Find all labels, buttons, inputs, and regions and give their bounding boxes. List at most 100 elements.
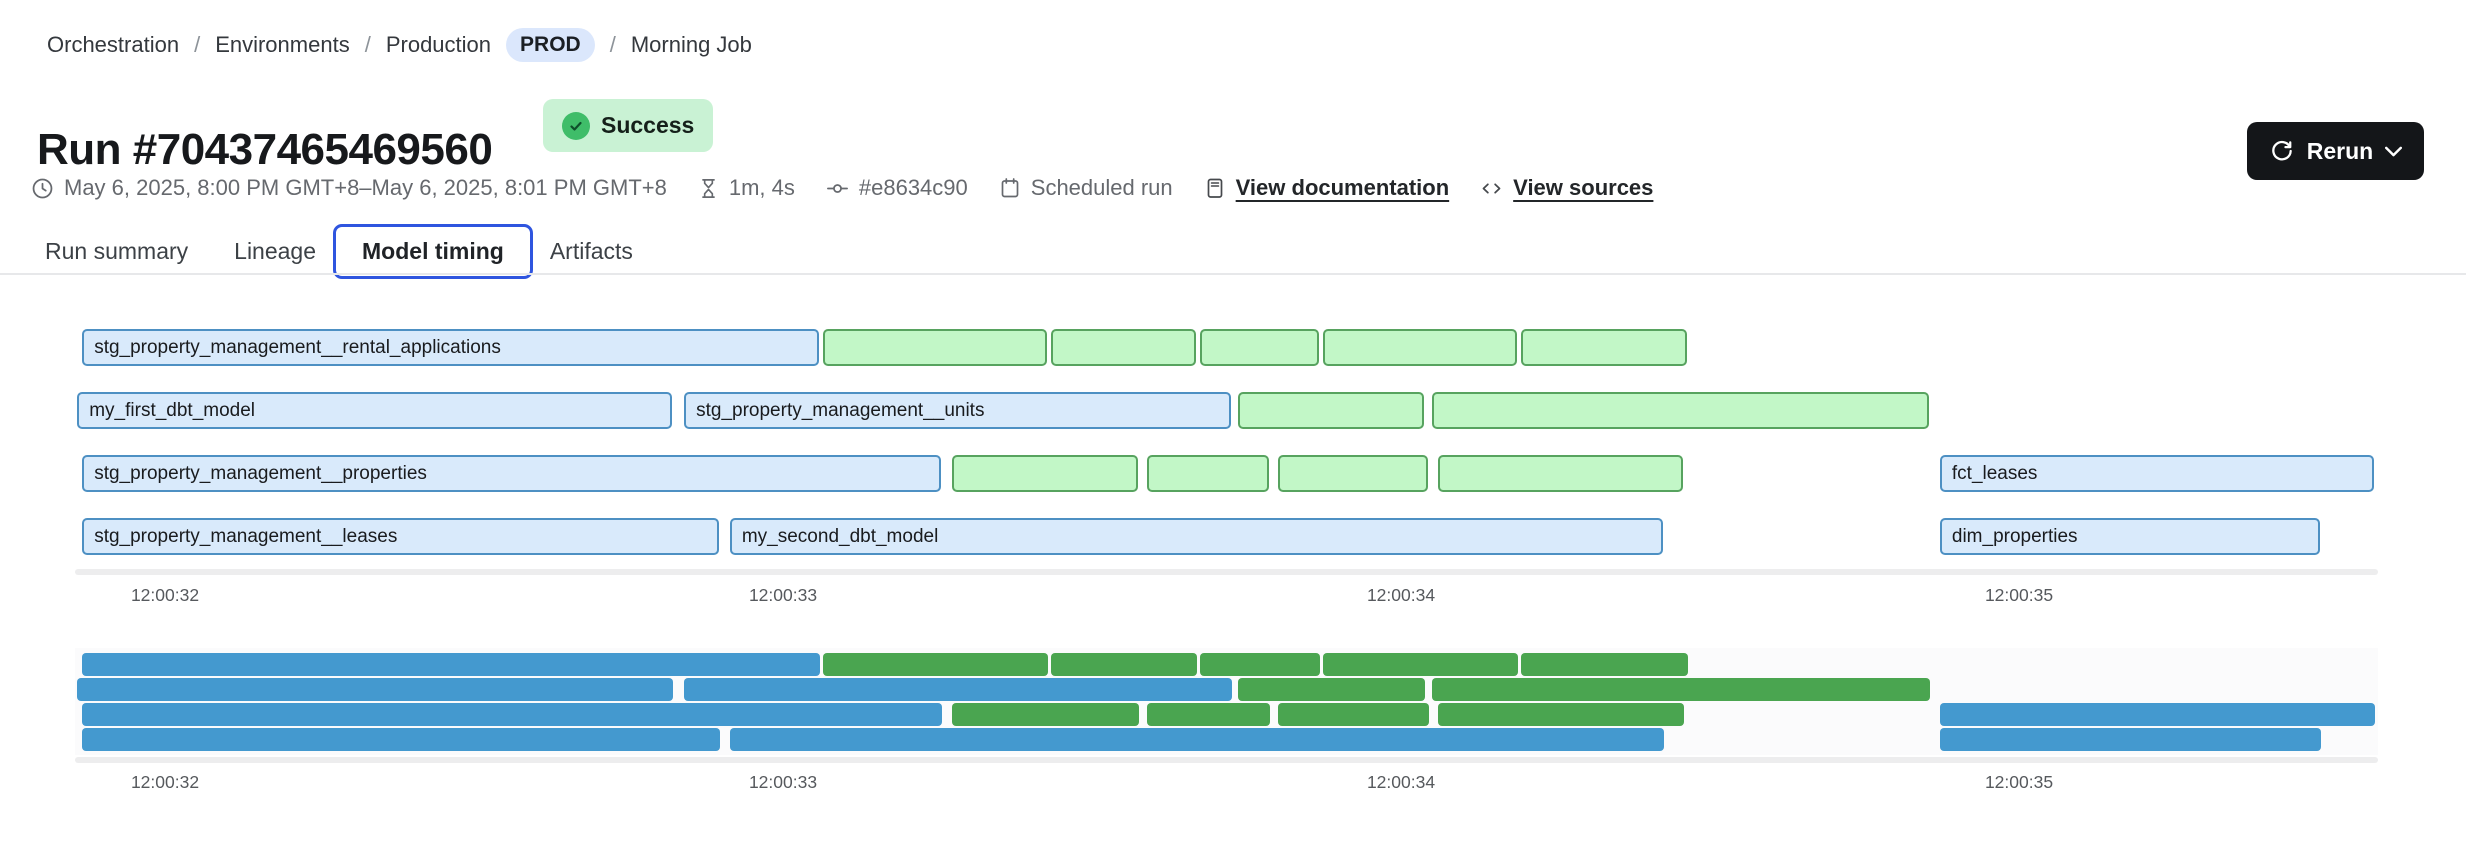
gantt-bar[interactable] (1438, 455, 1684, 492)
gantt-bar-stg_property_management__units[interactable]: stg_property_management__units (684, 392, 1231, 429)
minimap-bar[interactable] (1323, 653, 1518, 676)
code-icon (1482, 182, 1501, 194)
prod-environment-badge: PROD (506, 28, 595, 62)
gantt-bar-stg_property_management__leases[interactable]: stg_property_management__leases (82, 518, 720, 555)
gantt-bar-stg_property_management__rental_applications[interactable]: stg_property_management__rental_applicat… (82, 329, 820, 366)
gantt-bar-label: stg_property_management__leases (94, 525, 398, 547)
gantt-bar[interactable] (1200, 329, 1320, 366)
tab-bar: Run summary Lineage Model timing Artifac… (16, 224, 650, 279)
axis-tick-label: 12:00:32 (130, 772, 200, 792)
status-badge-label: Success (601, 112, 695, 138)
minimap-bar[interactable] (1147, 703, 1271, 726)
minimap-bar[interactable] (1939, 728, 2322, 751)
minimap-bar[interactable] (1431, 678, 1931, 701)
tab-model-timing[interactable]: Model timing (333, 224, 533, 279)
run-trigger: Scheduled run (998, 175, 1173, 201)
gantt-bar-label: dim_properties (1951, 525, 2078, 547)
run-commit-text: #e8634c90 (858, 175, 968, 200)
gantt-bar[interactable] (1237, 392, 1425, 429)
run-duration-text: 1m, 4s (728, 175, 795, 200)
hourglass-icon (701, 178, 715, 198)
minimap-bar[interactable] (1939, 703, 2376, 726)
gantt-bar-label: my_first_dbt_model (89, 399, 256, 421)
gantt-bar-label: my_second_dbt_model (741, 525, 939, 547)
axis-tick-label: 12:00:33 (748, 585, 818, 605)
axis-tick-label: 12:00:33 (748, 772, 818, 792)
gantt-bar[interactable] (823, 329, 1048, 366)
minimap-bar[interactable] (684, 678, 1232, 701)
minimap-bar[interactable] (1237, 678, 1426, 701)
calendar-icon (1001, 178, 1019, 198)
gantt-bar[interactable] (1520, 329, 1687, 366)
minimap-bar[interactable] (1278, 703, 1429, 726)
minimap-bar[interactable] (77, 678, 674, 701)
run-trigger-text: Scheduled run (1030, 175, 1173, 200)
gantt-bar-stg_property_management__properties[interactable]: stg_property_management__properties (82, 455, 941, 492)
tab-artifacts[interactable]: Artifacts (549, 238, 633, 264)
tabs-divider (0, 273, 2466, 275)
gantt-bar[interactable] (1323, 329, 1517, 366)
minimap-bar[interactable] (823, 653, 1049, 676)
tab-lineage[interactable]: Lineage (234, 238, 317, 264)
gantt-bar-label: stg_property_management__properties (94, 462, 427, 484)
minimap-bar[interactable] (1438, 703, 1685, 726)
document-icon (1207, 178, 1223, 198)
breadcrumb-orchestration[interactable]: Orchestration (47, 32, 180, 57)
minimap-bar[interactable] (1520, 653, 1688, 676)
breadcrumb-separator: / (364, 32, 371, 57)
axis-tick-label: 12:00:35 (1984, 585, 2054, 605)
breadcrumb-production[interactable]: Production (385, 32, 492, 57)
minimap-bar[interactable] (729, 728, 1664, 751)
breadcrumb-separator: / (609, 32, 616, 57)
gantt-bar-label: stg_property_management__rental_applicat… (94, 336, 501, 358)
breadcrumb-morning-job[interactable]: Morning Job (630, 32, 752, 57)
check-icon (562, 111, 590, 140)
run-time-range-text: May 6, 2025, 8:00 PM GMT+8–May 6, 2025, … (64, 175, 667, 200)
chevron-down-icon (2385, 146, 2403, 156)
gantt-bar[interactable] (951, 455, 1139, 492)
run-metadata-row: May 6, 2025, 8:00 PM GMT+8–May 6, 2025, … (30, 172, 1653, 204)
view-documentation[interactable]: View documentation (1203, 175, 1450, 201)
gantt-bar-label: stg_property_management__units (696, 399, 985, 421)
minimap-bar[interactable] (82, 653, 821, 676)
view-sources-link[interactable]: View sources (1513, 175, 1654, 200)
breadcrumb-environments[interactable]: Environments (215, 32, 350, 57)
rerun-button[interactable]: Rerun (2247, 122, 2424, 180)
run-time-range: May 6, 2025, 8:00 PM GMT+8–May 6, 2025, … (30, 175, 667, 201)
minimap-bar[interactable] (1200, 653, 1321, 676)
tab-run-summary[interactable]: Run summary (45, 238, 189, 264)
breadcrumb: Orchestration / Environments / Productio… (47, 28, 752, 62)
run-commit: #e8634c90 (825, 175, 968, 201)
gantt-bar-dim_properties[interactable]: dim_properties (1939, 518, 2321, 555)
axis-tick-label: 12:00:35 (1984, 772, 2054, 792)
gantt-bar[interactable] (1051, 329, 1197, 366)
gantt-scrollbar[interactable] (75, 569, 2378, 575)
axis-tick-label: 12:00:34 (1366, 585, 1436, 605)
status-badge: Success (543, 99, 714, 152)
gantt-bar[interactable] (1278, 455, 1428, 492)
gantt-bar-my_first_dbt_model[interactable]: my_first_dbt_model (77, 392, 673, 429)
minimap-scrollbar[interactable] (75, 757, 2378, 763)
clock-icon (32, 178, 53, 198)
rerun-button-label: Rerun (2306, 137, 2374, 164)
gantt-bar-my_second_dbt_model[interactable]: my_second_dbt_model (729, 518, 1663, 555)
minimap-bar[interactable] (82, 728, 721, 751)
gantt-bar-fct_leases[interactable]: fct_leases (1939, 455, 2375, 492)
gantt-bar[interactable] (1431, 392, 1930, 429)
commit-icon (826, 183, 848, 193)
minimap-bar[interactable] (1051, 653, 1198, 676)
page-title: Run #70437465469560 (37, 125, 493, 175)
run-duration: 1m, 4s (697, 175, 795, 201)
minimap-bar[interactable] (951, 703, 1140, 726)
refresh-icon (2271, 140, 2292, 161)
minimap-bar[interactable] (82, 703, 942, 726)
breadcrumb-separator: / (194, 32, 201, 57)
gantt-bar[interactable] (1147, 455, 1270, 492)
view-sources[interactable]: View sources (1479, 175, 1653, 201)
view-documentation-link[interactable]: View documentation (1235, 175, 1450, 200)
